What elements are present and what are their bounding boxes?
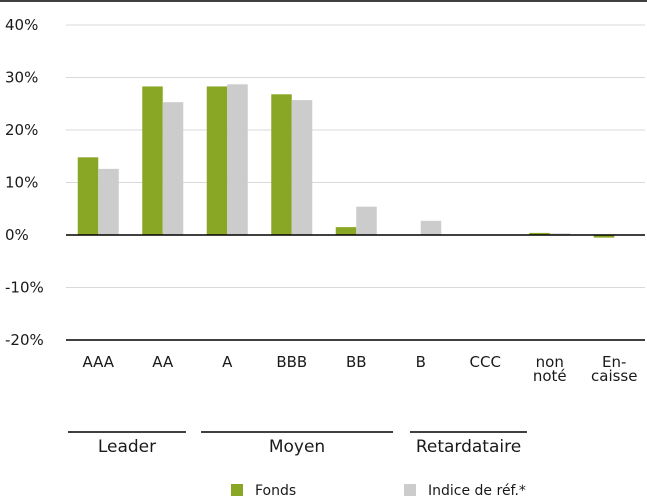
bar-indice bbox=[291, 100, 313, 235]
bar-fonds bbox=[77, 157, 99, 235]
bar-indice bbox=[162, 102, 184, 235]
legend-swatch bbox=[231, 484, 243, 496]
bar-indice bbox=[420, 220, 442, 235]
x-category-label: AAA bbox=[82, 353, 114, 371]
group-label: Retardataire bbox=[416, 437, 521, 457]
bar-fonds bbox=[271, 94, 292, 235]
legend-label: Fonds bbox=[255, 483, 296, 498]
y-tick-label: 40% bbox=[5, 16, 38, 34]
x-category-label: CCC bbox=[470, 353, 501, 371]
y-tick-label: -10% bbox=[5, 279, 44, 297]
y-tick-label: -20% bbox=[5, 331, 44, 349]
x-category-label: BBB bbox=[276, 353, 307, 371]
y-tick-label: 0% bbox=[5, 226, 29, 244]
x-category-label: caisse bbox=[591, 367, 637, 385]
x-category-label: non bbox=[536, 353, 564, 371]
legend: Fonds Indice de réf.* bbox=[231, 483, 526, 498]
bar-indice bbox=[549, 233, 571, 235]
x-category-label: A bbox=[222, 353, 233, 371]
y-tick-label: 30% bbox=[5, 69, 38, 87]
bar-indice bbox=[227, 84, 248, 235]
x-category-label: noté bbox=[533, 367, 567, 385]
bar-fonds bbox=[593, 235, 615, 238]
bar-fonds bbox=[142, 86, 163, 235]
bar-fonds bbox=[206, 86, 228, 235]
bar-indice bbox=[356, 206, 377, 235]
legend-swatch bbox=[404, 484, 416, 496]
bar-indice bbox=[98, 168, 119, 235]
category-groups: Leader Moyen Retardataire bbox=[68, 431, 527, 457]
bar-fonds bbox=[335, 227, 357, 235]
x-category-label: B bbox=[416, 353, 426, 371]
bars bbox=[77, 84, 615, 238]
x-category-label: BB bbox=[346, 353, 367, 371]
group-label: Moyen bbox=[269, 437, 325, 457]
y-tick-label: 10% bbox=[5, 174, 38, 192]
y-axis-ticks: 40% 30% 20% 10% 0% -10% -20% bbox=[5, 16, 44, 349]
bar-fonds bbox=[529, 232, 550, 235]
x-category-label: En- bbox=[602, 353, 626, 371]
axes bbox=[0, 0, 647, 341]
x-category-label: AA bbox=[152, 353, 174, 371]
group-label: Leader bbox=[98, 437, 156, 457]
legend-label: Indice de réf.* bbox=[428, 483, 526, 498]
y-tick-label: 20% bbox=[5, 121, 38, 139]
